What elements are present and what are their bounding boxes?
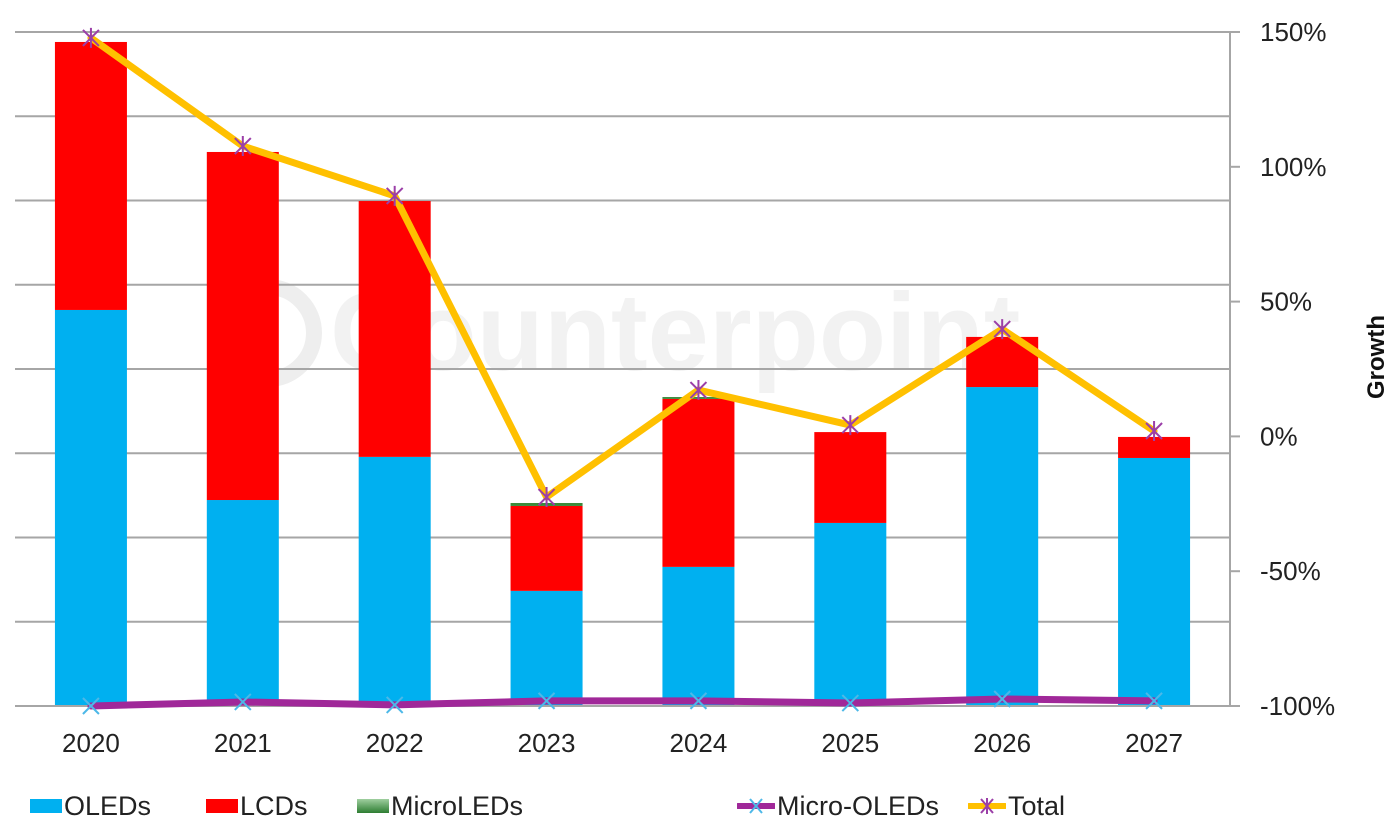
legend-item-total: Total [968, 788, 1065, 824]
x-tick-labels: 2020 2021 2022 2023 2024 2025 2026 2027 [62, 728, 1183, 758]
legend-label: LCDs [240, 790, 308, 821]
x-tick-label: 2022 [366, 728, 424, 758]
legend-label: Total [1008, 790, 1066, 821]
micro-oleds-line-marker-icon [737, 798, 775, 814]
x-tick-label: 2025 [821, 728, 879, 758]
y-tick-label: 150% [1260, 17, 1327, 47]
legend-label: OLEDs [64, 790, 152, 821]
marker-micro-oleds-2022 [385, 696, 404, 714]
marker-total-2022 [385, 185, 404, 206]
marker-total-2025 [841, 415, 860, 436]
x-tick-label: 2027 [1125, 728, 1183, 758]
watermark-text: Counterpoint [330, 271, 1020, 394]
gridlines [15, 31, 1230, 707]
legend-item-microleds: MicroLEDs [357, 788, 523, 824]
legend-item-lcds: LCDs [206, 788, 308, 824]
marker-total-2020 [82, 27, 100, 48]
bar-oleds-2024 [662, 566, 735, 706]
bar-oleds-2025 [814, 522, 887, 706]
marker-micro-oleds-2020 [82, 697, 100, 715]
x-tick-label: 2021 [214, 728, 272, 758]
bar-oleds-2020 [54, 309, 127, 706]
legend-label: MicroLEDs [391, 790, 524, 821]
bar-lcds-2021 [206, 151, 279, 501]
bar-oleds-2027 [1118, 457, 1191, 706]
x-tick-label: 2026 [973, 728, 1031, 758]
marker-total-2026 [993, 319, 1011, 340]
legend: OLEDs LCDs MicroLEDs Micro-OLEDs Total [0, 780, 1400, 830]
marker-micro-oleds-2027 [1145, 692, 1163, 710]
watermark: Counterpoint [214, 271, 1020, 394]
line-total [87, 34, 1158, 501]
marker-total-2024 [689, 380, 708, 401]
bars [54, 41, 1191, 706]
bar-lcds-2025 [814, 432, 887, 523]
bar-lcds-2023 [510, 505, 583, 591]
x-tick-label: 2023 [518, 728, 576, 758]
y-tick-label: -50% [1260, 556, 1321, 586]
legend-item-oleds: OLEDs [30, 788, 151, 824]
marker-micro-oleds-2021 [234, 693, 252, 711]
bar-oleds-2022 [358, 456, 431, 706]
lines [82, 27, 1163, 715]
y-tick-label: 50% [1260, 287, 1312, 317]
bar-lcds-2027 [1118, 436, 1191, 458]
marker-total-2023 [537, 487, 556, 508]
marker-micro-oleds-2024 [689, 692, 708, 710]
bar-oleds-2023 [510, 590, 583, 706]
legend-item-micro-oleds: Micro-OLEDs [737, 788, 939, 824]
oleds-swatch-icon [30, 799, 62, 813]
bar-lcds-2020 [54, 41, 127, 310]
microleds-swatch-icon [357, 799, 389, 813]
marker-total-2021 [234, 136, 252, 157]
total-line-marker-icon [968, 798, 1006, 814]
line-micro-oleds [87, 695, 1158, 710]
lcds-swatch-icon [206, 799, 238, 813]
marker-micro-oleds-2025 [841, 694, 860, 712]
bar-oleds-2026 [966, 387, 1039, 706]
y-tick-labels: -100% -50% 0% 50% 100% 150% [1260, 17, 1335, 721]
y-tick-label: -100% [1260, 691, 1335, 721]
marker-micro-oleds-2023 [537, 692, 556, 710]
bar-oleds-2021 [206, 500, 279, 706]
marker-micro-oleds-2026 [993, 690, 1011, 708]
legend-label: Micro-OLEDs [777, 790, 940, 821]
x-tick-label: 2020 [62, 728, 120, 758]
x-tick-label: 2024 [670, 728, 728, 758]
y-tick-label: 100% [1260, 152, 1327, 182]
y-tick-label: 0% [1260, 421, 1298, 451]
bar-lcds-2024 [662, 398, 735, 567]
y-axis-title: Growth [1363, 315, 1390, 399]
marker-total-2027 [1145, 421, 1163, 442]
